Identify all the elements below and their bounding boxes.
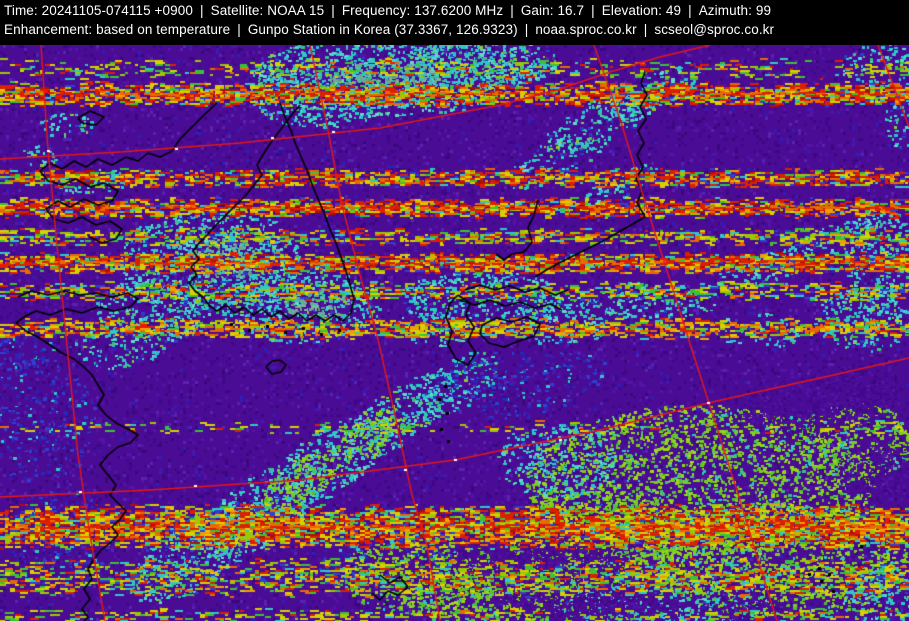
header-separator: |: [237, 22, 241, 37]
header-field: Satellite: NOAA 15: [210, 3, 325, 18]
header-line-2: Enhancement: based on temperature | Gunpo …: [0, 18, 909, 37]
header-field: Time: 20241105-074115 +0900: [4, 3, 193, 18]
header-separator: |: [591, 3, 595, 18]
header-separator: |: [199, 3, 204, 18]
header-separator: |: [331, 3, 335, 18]
header-field: noaa.sproc.co.kr: [535, 22, 637, 37]
header-separator: |: [510, 3, 514, 18]
header-field: Elevation: 49: [601, 3, 682, 18]
header-separator: |: [688, 3, 692, 18]
header-separator: |: [524, 22, 529, 37]
header-separator: |: [643, 22, 648, 37]
header-field: Frequency: 137.6200 MHz: [341, 3, 504, 18]
header-field: Enhancement: based on temperature: [4, 22, 231, 37]
header-field: Azimuth: 99: [698, 3, 772, 18]
header-field: scseol@sproc.co.kr: [654, 22, 775, 37]
header-field: Gunpo Station in Korea (37.3367, 126.932…: [247, 22, 518, 37]
header-field: Gain: 16.7: [520, 3, 585, 18]
header-line-1: Time: 20241105-074115 +0900 | Satellite: N…: [0, 0, 909, 18]
satellite-image: [0, 45, 909, 621]
header-bar: Time: 20241105-074115 +0900 | Satellite: N…: [0, 0, 909, 45]
